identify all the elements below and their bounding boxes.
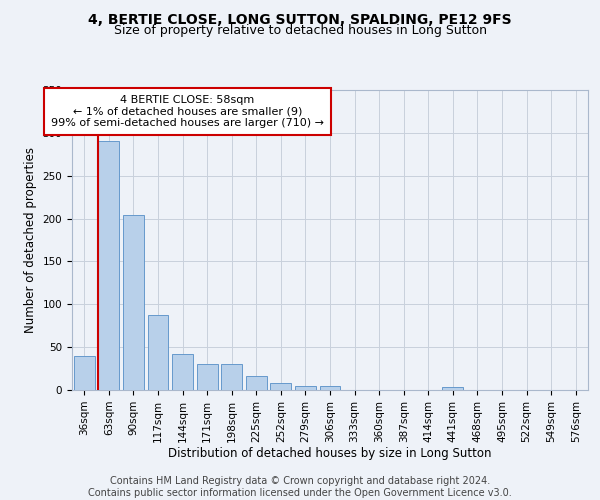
- Bar: [246, 376, 267, 390]
- Bar: [295, 386, 316, 390]
- X-axis label: Distribution of detached houses by size in Long Sutton: Distribution of detached houses by size …: [168, 448, 492, 460]
- Text: 4, BERTIE CLOSE, LONG SUTTON, SPALDING, PE12 9FS: 4, BERTIE CLOSE, LONG SUTTON, SPALDING, …: [88, 12, 512, 26]
- Bar: [442, 386, 463, 390]
- Bar: [221, 364, 242, 390]
- Text: Size of property relative to detached houses in Long Sutton: Size of property relative to detached ho…: [113, 24, 487, 37]
- Bar: [74, 356, 95, 390]
- Bar: [98, 142, 119, 390]
- Bar: [197, 364, 218, 390]
- Bar: [172, 354, 193, 390]
- Bar: [123, 215, 144, 390]
- Bar: [271, 383, 292, 390]
- Bar: [320, 386, 340, 390]
- Y-axis label: Number of detached properties: Number of detached properties: [24, 147, 37, 333]
- Bar: [148, 316, 169, 390]
- Text: 4 BERTIE CLOSE: 58sqm
← 1% of detached houses are smaller (9)
99% of semi-detach: 4 BERTIE CLOSE: 58sqm ← 1% of detached h…: [51, 95, 324, 128]
- Text: Contains HM Land Registry data © Crown copyright and database right 2024.
Contai: Contains HM Land Registry data © Crown c…: [88, 476, 512, 498]
